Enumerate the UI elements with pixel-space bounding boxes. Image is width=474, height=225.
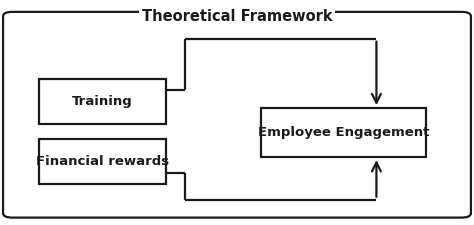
Text: Financial rewards: Financial rewards (36, 155, 169, 168)
FancyBboxPatch shape (3, 12, 471, 218)
FancyBboxPatch shape (38, 79, 166, 124)
Text: Training: Training (72, 95, 133, 108)
Text: Employee Engagement: Employee Engagement (258, 126, 429, 139)
FancyBboxPatch shape (261, 108, 426, 157)
FancyBboxPatch shape (38, 139, 166, 184)
Text: Theoretical Framework: Theoretical Framework (142, 9, 332, 24)
